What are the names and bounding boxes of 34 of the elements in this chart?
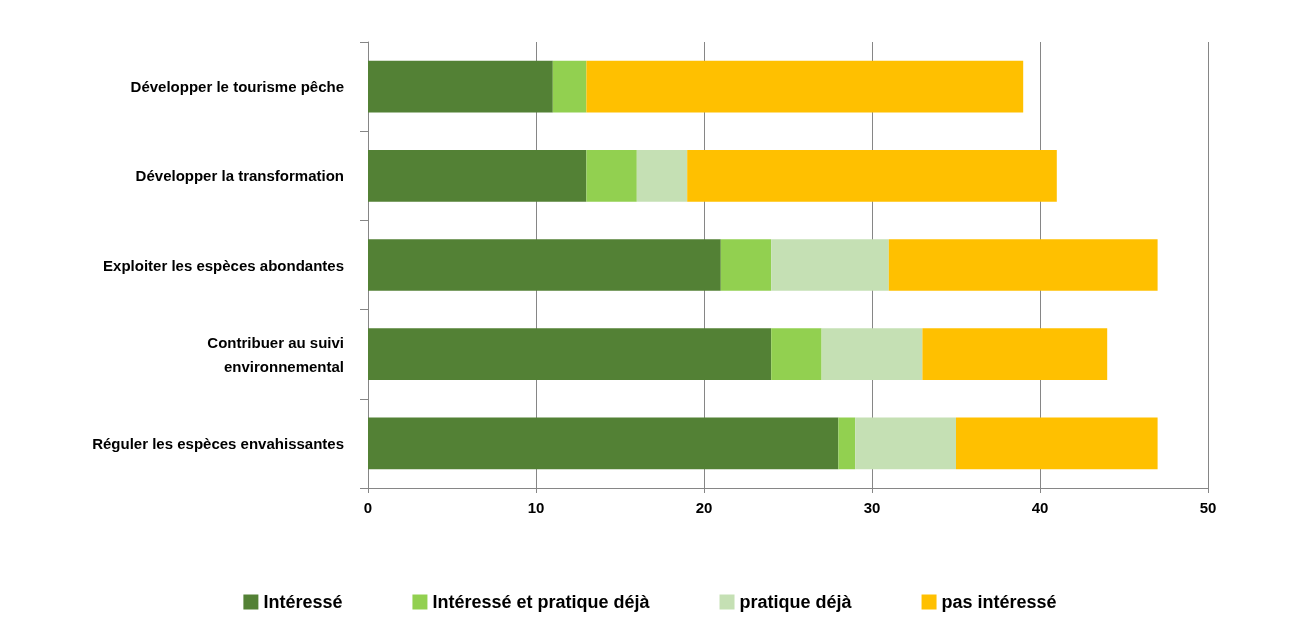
bar bbox=[552, 60, 587, 113]
bar bbox=[586, 149, 637, 202]
bar bbox=[720, 239, 772, 291]
bar bbox=[368, 417, 839, 470]
x-tick-label: 0 bbox=[363, 499, 373, 516]
legend-label: Intéressé et pratique déjà bbox=[432, 592, 651, 612]
bar bbox=[956, 417, 1158, 470]
bar bbox=[687, 149, 1057, 202]
bar bbox=[636, 149, 688, 202]
x-tick-label: 10 bbox=[527, 499, 545, 516]
bar bbox=[368, 328, 772, 381]
x-tick-label: 20 bbox=[695, 499, 713, 516]
y-tick-label: Réguler les espèces envahissantes bbox=[92, 434, 344, 452]
legend-label: Intéressé bbox=[263, 592, 343, 612]
y-tick-label: Contribuer au suivi environnemental bbox=[207, 333, 344, 375]
bar bbox=[586, 60, 1024, 113]
legend-label: pratique déjà bbox=[739, 592, 853, 612]
x-tick-label: 50 bbox=[1199, 499, 1217, 516]
bar bbox=[368, 239, 721, 291]
x-tick-label: 30 bbox=[863, 499, 881, 516]
bar bbox=[838, 417, 856, 470]
bar bbox=[855, 417, 956, 470]
legend-label: pas intéressé bbox=[941, 592, 1057, 612]
y-tick-label: Développer la transformation bbox=[135, 167, 344, 185]
y-tick-label: Exploiter les espèces abondantes bbox=[103, 256, 344, 274]
bar bbox=[771, 328, 822, 381]
bar bbox=[922, 328, 1108, 381]
bar bbox=[368, 149, 587, 202]
x-tick-label: 40 bbox=[1031, 499, 1049, 516]
bar bbox=[821, 328, 923, 381]
bar bbox=[888, 239, 1158, 291]
bar bbox=[771, 239, 889, 291]
y-tick-label: Développer le tourisme pêche bbox=[130, 78, 344, 96]
bar bbox=[368, 60, 553, 113]
